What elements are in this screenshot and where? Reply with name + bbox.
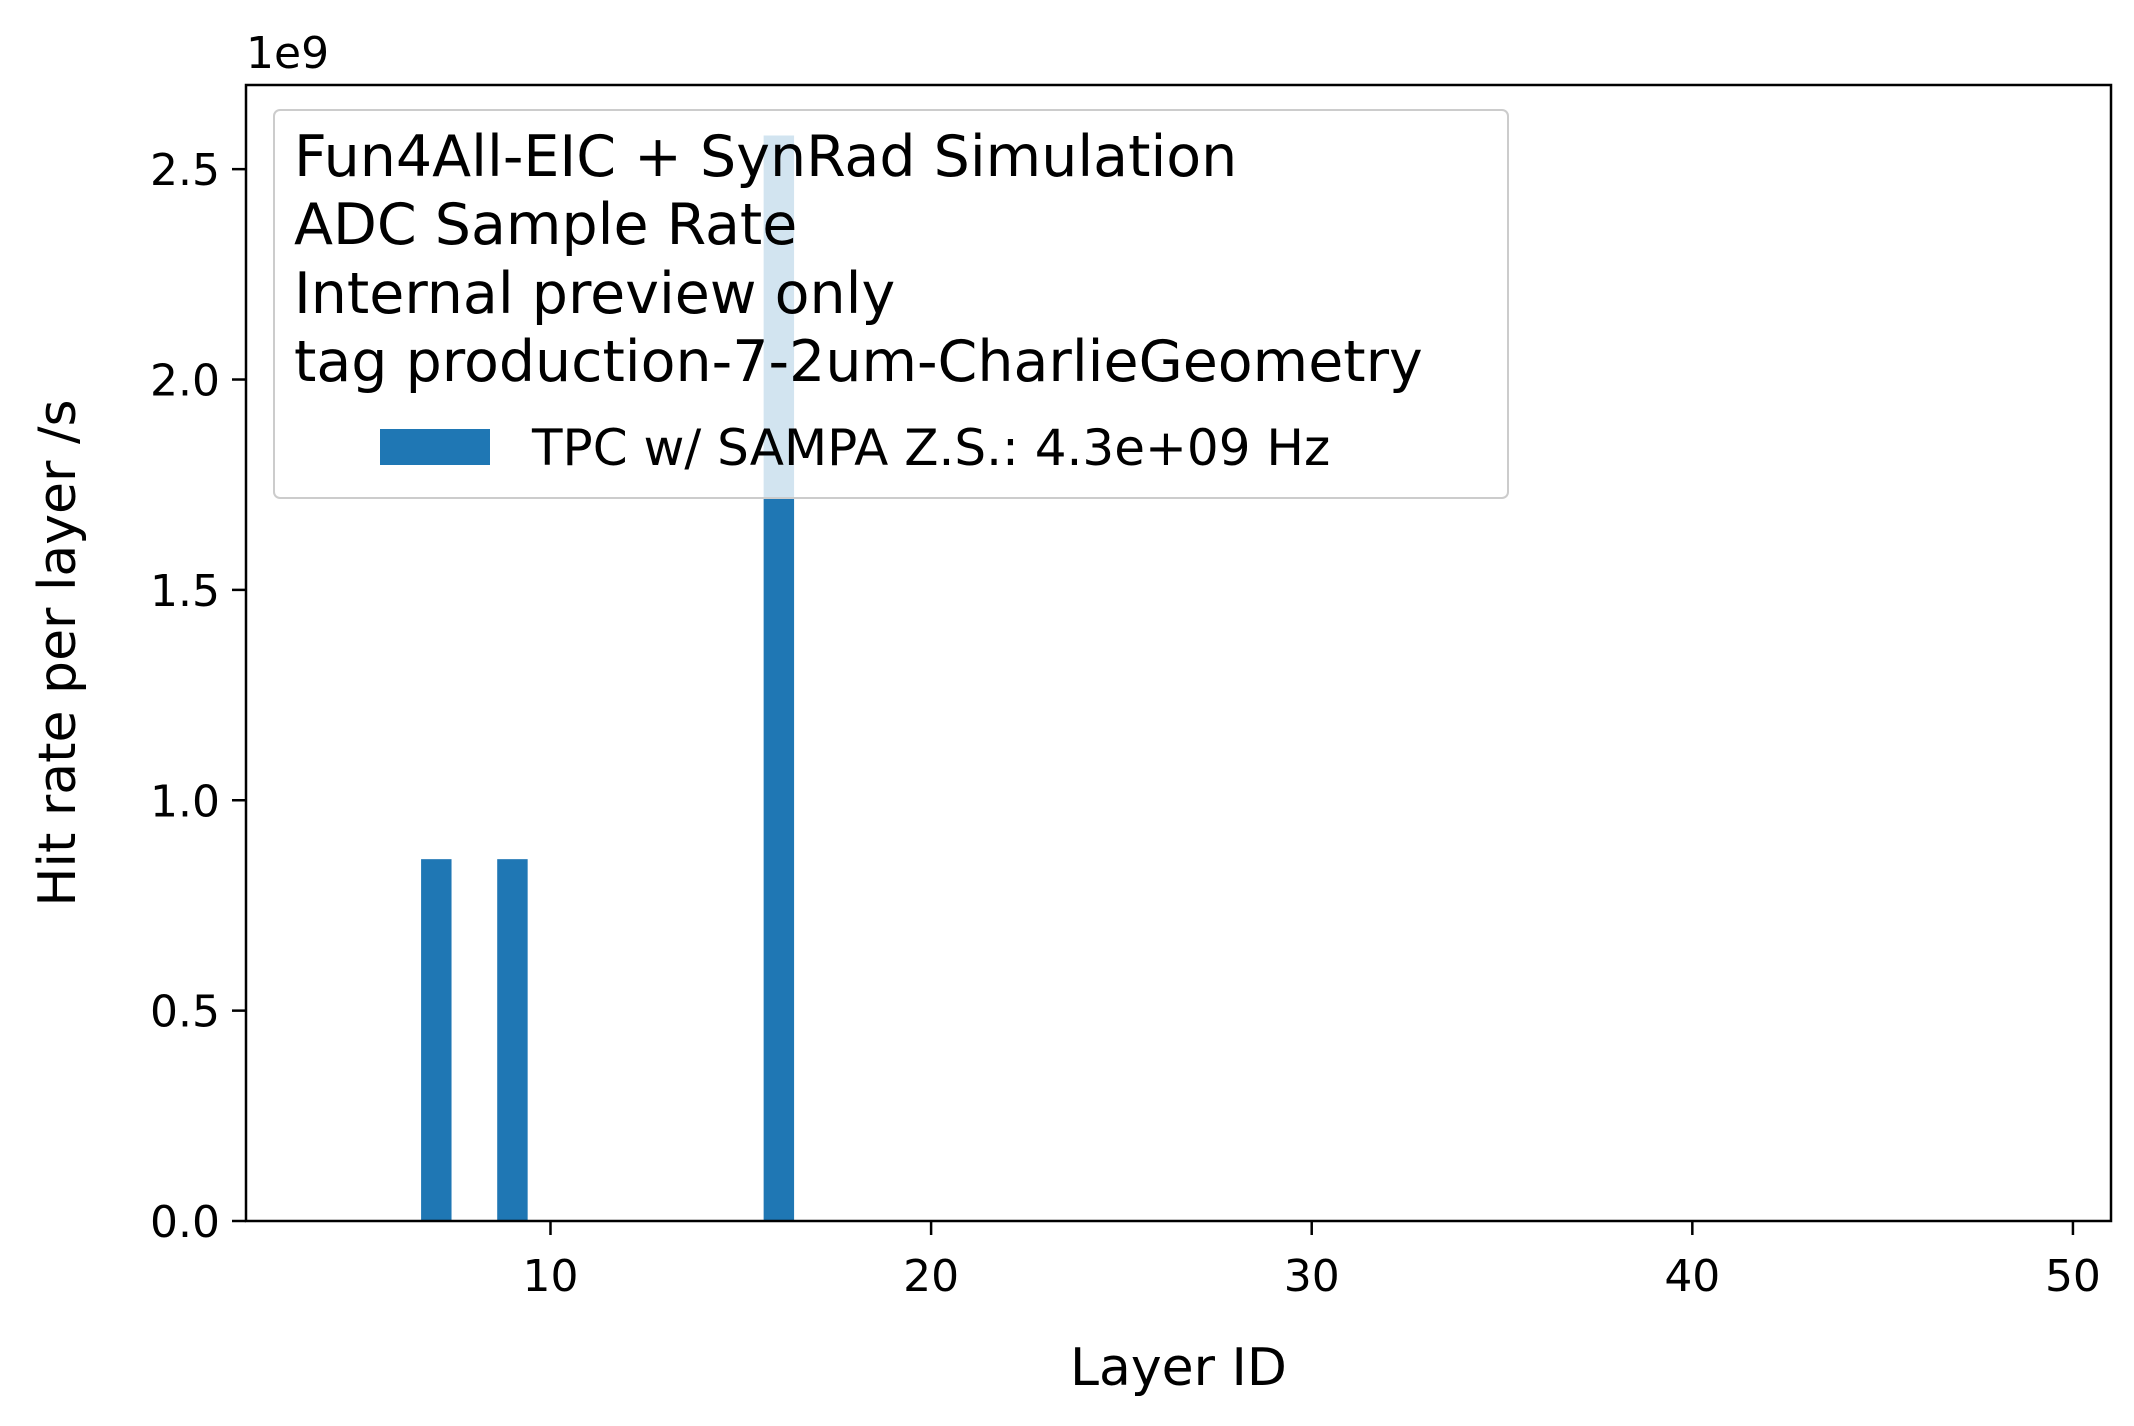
legend-entry-label: TPC w/ SAMPA Z.S.: 4.3e+09 Hz [531, 419, 1330, 477]
x-tick-label: 40 [1664, 1251, 1720, 1302]
bar-layer-7 [421, 859, 452, 1221]
legend-swatch [380, 429, 490, 465]
x-axis-label: Layer ID [1070, 1338, 1287, 1398]
plot-frame [244, 83, 2113, 1223]
y-tick-label: 0.0 [150, 1197, 220, 1248]
legend: Fun4All-EIC + SynRad Simulation ADC Samp… [273, 109, 1509, 499]
y-tick-label: 2.0 [150, 356, 220, 407]
legend-title-line: Internal preview only [294, 261, 895, 327]
y-tick-label: 0.5 [150, 987, 220, 1038]
y-axis-ticks: 0.0 0.5 1.0 1.5 2.0 2.5 [150, 145, 246, 1248]
bar-layer-9 [497, 859, 528, 1221]
legend-title-line: ADC Sample Rate [294, 192, 797, 258]
y-axis-label: Hit rate per layer /s [28, 399, 88, 906]
y-tick-label: 2.5 [150, 145, 220, 196]
x-tick-label: 10 [522, 1251, 578, 1302]
y-tick-label: 1.5 [150, 566, 220, 617]
x-tick-label: 20 [903, 1251, 959, 1302]
x-tick-label: 50 [2045, 1251, 2101, 1302]
x-axis-ticks: 10 20 30 40 50 [522, 1221, 2101, 1302]
x-tick-label: 30 [1284, 1251, 1340, 1302]
legend-box [273, 109, 1509, 499]
legend-title-line: tag production-7-2um-CharlieGeometry [294, 329, 1423, 395]
y-tick-label: 1.0 [150, 776, 220, 827]
legend-title-line: Fun4All-EIC + SynRad Simulation [294, 124, 1237, 190]
y-offset-label: 1e9 [246, 28, 329, 79]
